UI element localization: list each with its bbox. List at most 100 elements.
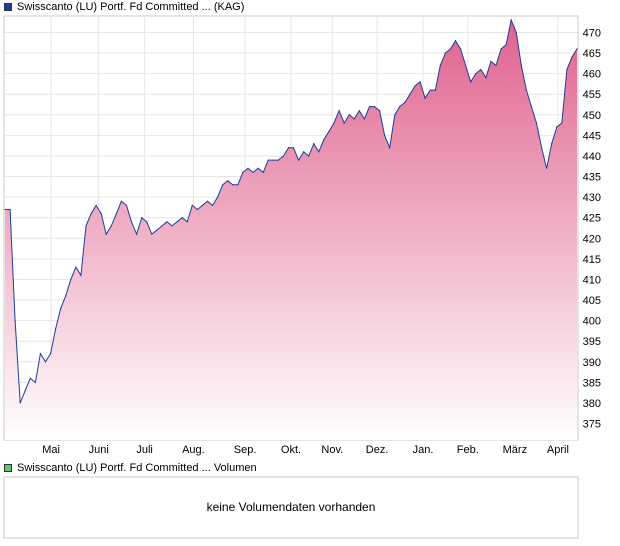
price-legend-label: Swisscanto (LU) Portf. Fd Committed ... … [17,1,245,13]
price-point [146,221,148,223]
x-tick-label: Okt. [281,444,301,456]
price-point [460,48,462,50]
price-point [232,184,234,186]
price-point [323,138,325,141]
price-point [348,114,350,116]
price-point [292,147,295,149]
price-point [424,97,426,99]
price-point [394,114,396,116]
y-tick-label: 405 [583,295,601,307]
price-point [39,353,42,355]
price-point [414,85,416,87]
price-point [556,126,558,128]
price-point [515,31,517,34]
price-point [571,56,573,58]
price-point [237,184,239,186]
price-point [399,106,401,108]
price-point [363,118,365,120]
price-point [434,89,436,91]
y-tick-label: 450 [583,110,601,122]
price-point [24,390,26,392]
price-point [247,167,249,169]
price-point [257,167,259,169]
x-tick-label: Nov. [321,444,343,456]
price-point [196,208,198,211]
price-point [4,208,6,211]
price-point [379,110,381,112]
price-point [566,68,568,71]
price-area-fill [5,20,577,440]
price-point [211,204,214,206]
price-point [166,221,168,223]
volume-plot-frame [3,476,579,539]
price-point [343,122,345,124]
y-tick-label: 440 [583,151,601,163]
price-legend-swatch [4,3,12,11]
x-tick-label: April [547,444,569,456]
price-point [201,204,203,206]
price-point [384,134,386,136]
y-tick-label: 395 [583,336,601,348]
price-point [368,106,371,108]
y-tick-label: 465 [583,48,601,60]
price-point [85,225,87,227]
price-point [520,64,522,66]
volume-legend: Swisscanto (LU) Portf. Fd Committed ... … [4,461,257,475]
price-legend: Swisscanto (LU) Portf. Fd Committed ... … [4,0,244,14]
price-series-line [5,18,578,404]
x-tick-labels: Mai Juni Juli Aug. Sep. Okt. Nov. Dez. Jan. Feb. M… [42,444,569,456]
price-point [176,221,178,223]
y-tick-label: 410 [583,274,601,286]
price-point [444,52,446,54]
price-point [551,143,553,145]
price-point [156,229,158,231]
price-point [206,200,209,202]
price-point [465,64,467,66]
y-tick-label: 445 [583,130,601,142]
price-area-layer [4,18,578,440]
price-point [262,171,264,173]
price-point [110,225,112,227]
volume-legend-swatch [4,464,12,472]
y-tick-label: 420 [583,233,601,245]
price-point [151,233,153,235]
price-point [358,110,360,112]
x-tick-label: Feb. [457,444,479,456]
price-point [120,200,122,202]
price-point [541,147,543,149]
price-point [65,295,67,297]
price-point [409,93,411,95]
price-point [525,89,528,91]
price-point [353,118,355,120]
price-point [313,143,315,145]
x-tick-label: März [503,444,527,456]
price-point [419,81,421,83]
price-point [333,122,335,124]
price-point [500,48,502,50]
y-tick-label: 455 [583,89,601,101]
price-point [29,377,31,379]
price-point [161,225,163,227]
price-point [480,68,482,71]
price-point [50,353,52,355]
price-point [404,101,406,103]
price-point [530,106,533,108]
price-point [95,204,97,206]
price-point [308,155,310,157]
price-point [44,361,47,363]
y-tick-label: 415 [583,254,601,266]
price-point [181,217,183,219]
price-point [561,122,563,124]
price-point [373,106,376,108]
price-point [495,64,497,66]
price-point [510,19,512,21]
y-tick-label: 470 [583,27,601,39]
price-point [505,44,507,46]
price-point [60,307,62,309]
price-point [75,266,77,268]
price-point [227,180,229,182]
y-tick-label: 425 [583,213,601,225]
price-point [303,151,305,153]
price-point [14,320,16,322]
